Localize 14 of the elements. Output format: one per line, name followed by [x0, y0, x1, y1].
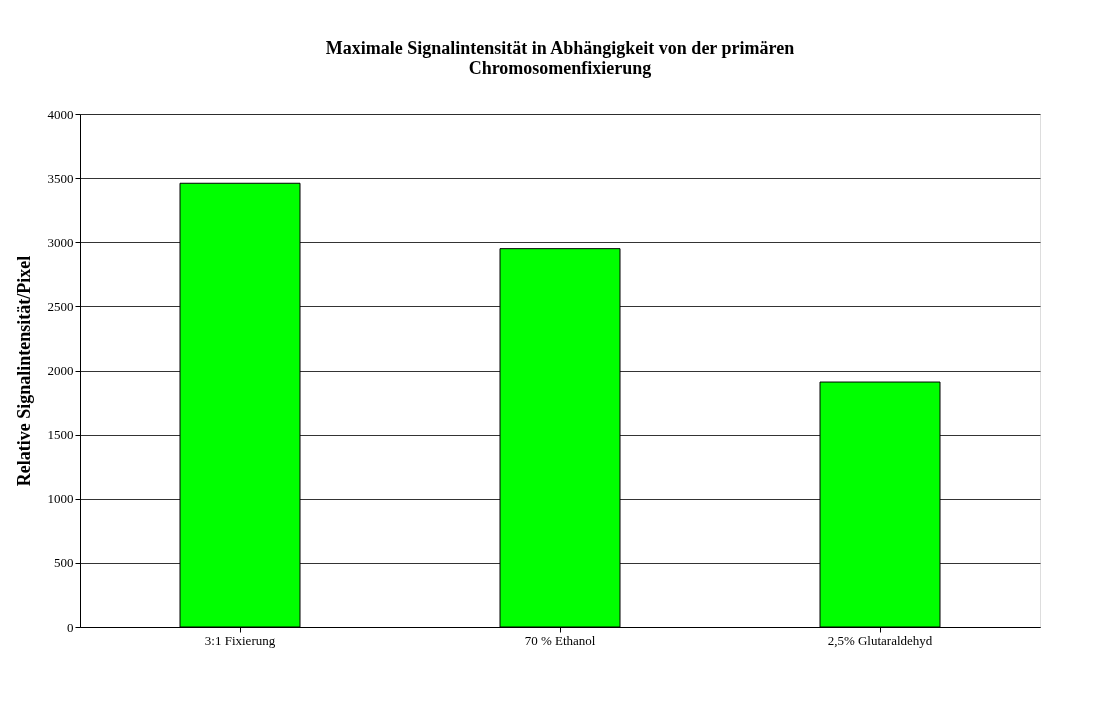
y-axis-title: Relative Signalintensität/Pixel: [13, 255, 34, 487]
y-tick-label: 2000: [47, 363, 74, 378]
y-tick-label: 500: [54, 555, 74, 571]
y-tick-label: 0: [67, 619, 74, 635]
y-tick-label: 2500: [47, 298, 74, 314]
y-tick-label: 3500: [47, 170, 74, 186]
x-tick-label: 70 % Ethanol: [524, 632, 596, 648]
y-tick-label: 1500: [47, 427, 74, 443]
x-tick-label: 3:1 Fixierung: [204, 632, 276, 648]
x-tick-label: 2,5% Glutaraldehyd: [827, 632, 933, 648]
y-tick-label: 4000: [47, 106, 74, 122]
y-tick-label: 1000: [47, 491, 74, 507]
chart-title: Maximale Signalintensität in Abhängigkeit von der primären Chromosomenfixierung: [325, 38, 795, 78]
y-tick-label: 3000: [47, 234, 74, 250]
